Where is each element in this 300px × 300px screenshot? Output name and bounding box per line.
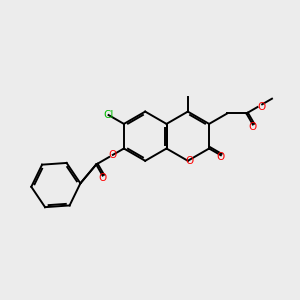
Text: O: O xyxy=(185,156,194,166)
Text: O: O xyxy=(98,173,107,183)
Text: O: O xyxy=(249,122,257,132)
Text: O: O xyxy=(109,150,117,160)
Text: O: O xyxy=(257,102,265,112)
Text: O: O xyxy=(217,152,225,162)
Text: Cl: Cl xyxy=(103,110,114,120)
